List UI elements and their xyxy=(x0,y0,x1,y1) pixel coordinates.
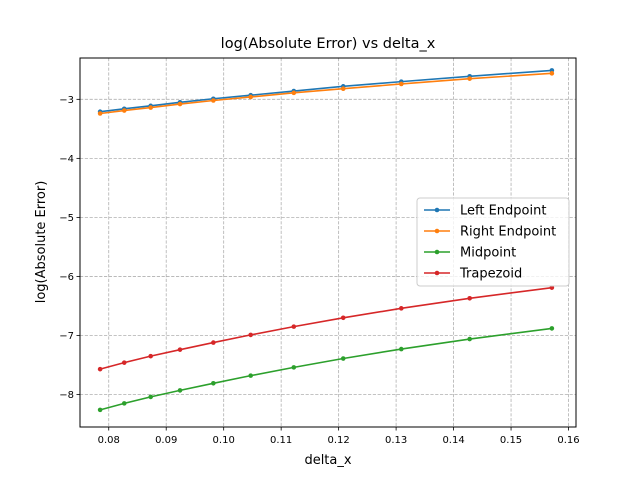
data-point-midpoint xyxy=(148,394,153,400)
data-point-trapezoid xyxy=(177,347,183,352)
x-tick-label: 0.15 xyxy=(500,435,522,446)
legend-swatch-marker xyxy=(434,207,440,213)
y-tick-label: −8 xyxy=(59,390,74,401)
data-point-right-endpoint xyxy=(121,108,127,113)
data-point-trapezoid xyxy=(121,360,127,365)
data-point-midpoint xyxy=(248,373,253,378)
chart-title: log(Absolute Error) vs delta_x xyxy=(221,36,436,52)
legend-swatch-marker xyxy=(434,249,440,255)
data-point-trapezoid xyxy=(97,366,103,372)
legend-item-right-endpoint: Right Endpoint xyxy=(424,225,556,240)
legend-item-midpoint: Midpoint xyxy=(424,246,516,261)
data-point-right-endpoint xyxy=(97,111,103,116)
legend-swatch-marker xyxy=(434,270,440,276)
series-midpoint xyxy=(97,326,555,413)
data-point-right-endpoint xyxy=(291,90,297,96)
data-point-right-endpoint xyxy=(549,71,555,76)
y-axis: −8 −7 −6 −5 −4 −3 xyxy=(59,95,80,401)
legend: Left Endpoint Right Endpoint Midpoint Trape… xyxy=(416,197,570,287)
data-point-midpoint xyxy=(549,326,555,331)
x-tick-label: 0.11 xyxy=(270,435,292,446)
x-axis: 0.08 0.09 0.10 0.11 0.12 0.13 0.14 0.15 0.16 xyxy=(98,427,580,446)
series-trapezoid xyxy=(97,285,555,372)
y-tick-label: −3 xyxy=(59,95,74,106)
data-point-trapezoid xyxy=(398,306,404,311)
data-point-trapezoid xyxy=(291,324,297,329)
legend-label: Midpoint xyxy=(460,246,516,261)
series-right-endpoint xyxy=(97,71,555,116)
y-tick-label: −4 xyxy=(59,154,74,165)
legend-label: Right Endpoint xyxy=(460,225,556,240)
data-point-right-endpoint xyxy=(211,98,216,103)
data-point-midpoint xyxy=(177,388,183,393)
x-tick-label: 0.12 xyxy=(327,435,349,446)
x-tick-label: 0.16 xyxy=(557,435,579,446)
data-point-right-endpoint xyxy=(340,86,346,92)
x-tick-label: 0.10 xyxy=(213,435,235,446)
data-point-right-endpoint xyxy=(148,105,153,110)
y-tick-label: −5 xyxy=(59,213,74,224)
data-point-trapezoid xyxy=(467,295,472,301)
data-point-right-endpoint xyxy=(177,101,183,107)
legend-label: Trapezoid xyxy=(459,267,522,282)
x-tick-label: 0.13 xyxy=(385,435,407,446)
x-tick-label: 0.14 xyxy=(442,435,464,446)
legend-label: Left Endpoint xyxy=(460,204,546,219)
legend-item-trapezoid: Trapezoid xyxy=(424,267,522,282)
data-point-trapezoid xyxy=(211,340,216,345)
data-point-right-endpoint xyxy=(467,76,472,81)
data-point-trapezoid xyxy=(340,315,346,321)
data-point-midpoint xyxy=(97,407,103,413)
legend-item-left-endpoint: Left Endpoint xyxy=(424,204,546,219)
y-axis-label: log(Absolute Error) xyxy=(34,181,49,304)
data-point-trapezoid xyxy=(248,332,253,338)
y-tick-label: −6 xyxy=(59,272,74,283)
data-point-right-endpoint xyxy=(248,94,253,100)
data-point-midpoint xyxy=(398,346,404,352)
series-layer xyxy=(97,68,555,413)
y-tick-label: −7 xyxy=(59,331,74,342)
data-point-trapezoid xyxy=(148,353,153,359)
data-point-midpoint xyxy=(467,336,472,342)
x-tick-label: 0.09 xyxy=(155,435,177,446)
data-point-midpoint xyxy=(291,365,297,370)
data-point-trapezoid xyxy=(549,285,555,290)
x-tick-label: 0.08 xyxy=(98,435,120,446)
data-point-midpoint xyxy=(211,381,216,386)
legend-swatch-marker xyxy=(434,228,440,234)
x-axis-label: delta_x xyxy=(304,453,351,468)
data-point-midpoint xyxy=(340,356,346,361)
legend-box xyxy=(416,197,570,287)
plot-frame xyxy=(79,57,577,428)
data-point-midpoint xyxy=(121,401,127,406)
data-point-right-endpoint xyxy=(398,81,404,87)
